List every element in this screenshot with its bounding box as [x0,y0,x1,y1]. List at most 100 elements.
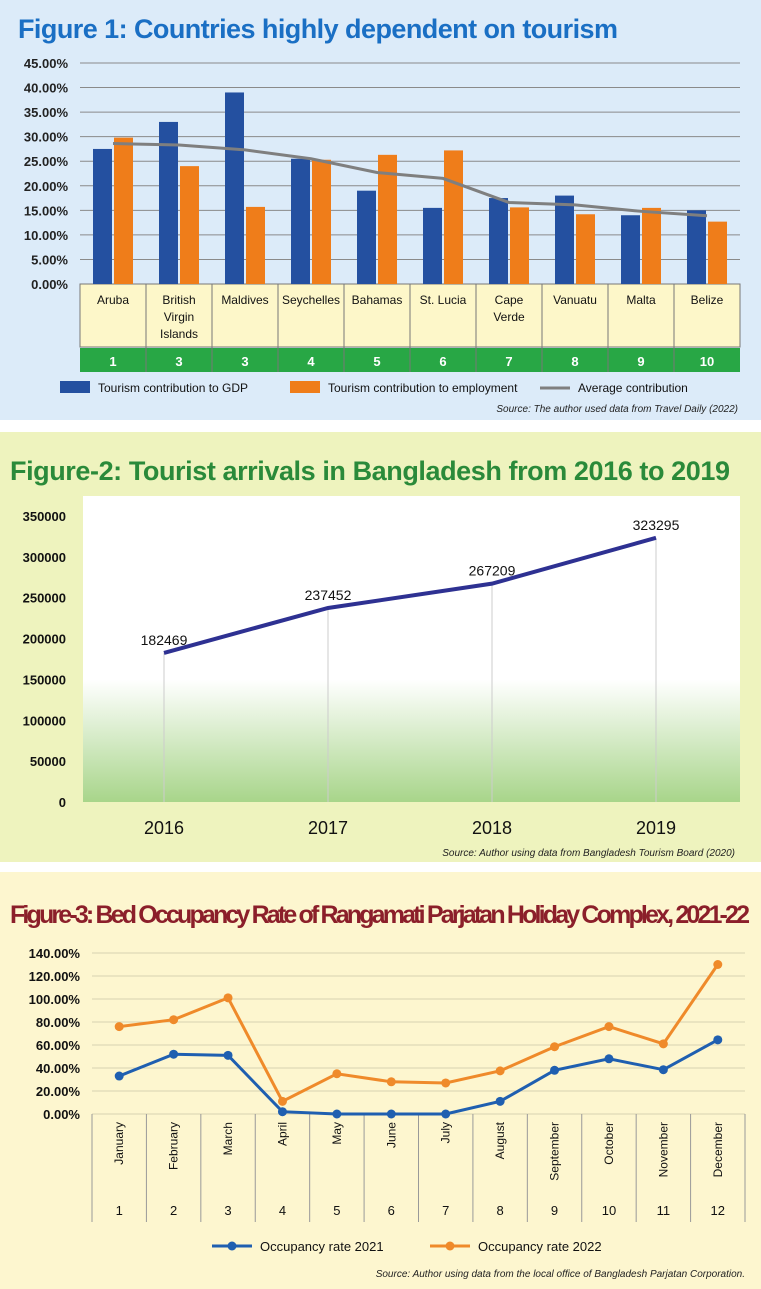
x-category-label: December [711,1122,725,1177]
rank-label: 8 [571,354,578,369]
bar-employment [576,214,595,284]
x-category-label: British [162,293,195,307]
data-point [114,1071,124,1081]
bar-gdp [357,190,376,284]
rank-label: 1 [109,354,116,369]
bar-gdp [621,215,640,284]
x-category-label: Belize [691,293,724,307]
data-point [658,1039,668,1049]
x-category-label: Islands [160,327,198,341]
bar-gdp [423,207,442,284]
bar-gdp [291,158,310,284]
y-tick-label: 50000 [30,754,66,769]
bar-employment [114,137,133,284]
data-label: 267209 [469,563,516,579]
rank-label: 5 [373,354,380,369]
figure3-title: Figure-3: Bed Occupancy Rate of Rangamat… [10,901,750,929]
rank-label: 9 [637,354,644,369]
data-point [277,1107,287,1117]
x-number-label: 12 [711,1203,725,1218]
y-tick-label: 250000 [23,591,66,606]
rank-label: 6 [439,354,446,369]
data-point [223,1050,233,1060]
source-note: Source: Author using data from the local… [376,1269,745,1280]
data-point [550,1065,560,1075]
data-label: 182469 [141,632,188,648]
bar-employment [180,166,199,284]
x-category-label: May [330,1122,344,1145]
y-tick-label: 200000 [23,632,66,647]
legend-label: Tourism contribution to GDP [98,381,248,395]
data-point [277,1096,287,1106]
x-category-label: January [112,1122,126,1165]
data-point [332,1109,342,1119]
y-tick-label: 20.00% [24,179,69,194]
bar-employment [312,159,331,284]
y-tick-label: 100000 [23,713,66,728]
y-tick-label: 80.00% [36,1015,81,1030]
data-point [604,1022,614,1032]
data-label: 323295 [633,517,680,533]
data-point [169,1015,179,1025]
legend-swatch [290,381,320,393]
y-tick-label: 140.00% [29,946,81,961]
legend-marker [227,1241,237,1251]
source-note: Source: The author used data from Travel… [496,404,738,415]
x-number-label: 9 [551,1203,558,1218]
data-point [713,960,723,969]
data-point [114,1022,124,1032]
x-number-label: 11 [657,1203,671,1218]
line-arrivals [163,535,657,655]
y-tick-label: 0.00% [31,277,68,292]
bar-employment [444,150,463,284]
legend-marker [445,1241,455,1251]
x-tick-label: 2016 [144,818,184,838]
x-category-label: Bahamas [352,293,403,307]
y-tick-label: 300000 [23,550,66,565]
legend-label: Tourism contribution to employment [328,381,518,395]
bar-gdp [687,210,706,284]
data-point [169,1049,179,1059]
x-category-label: September [548,1122,562,1181]
x-category-label: Vanuatu [553,293,597,307]
data-point [386,1077,396,1087]
x-number-label: 8 [497,1203,504,1218]
legend-label: Occupancy rate 2022 [478,1239,602,1254]
y-tick-label: 20.00% [36,1084,81,1099]
x-number-label: 6 [388,1203,395,1218]
x-category-label: October [602,1122,616,1165]
data-point [658,1065,668,1075]
rank-label: 7 [505,354,512,369]
data-point [441,1078,451,1088]
x-category-label: March [221,1122,235,1155]
x-category-label: St. Lucia [420,293,467,307]
y-tick-label: 25.00% [24,154,69,169]
x-number-label: 3 [224,1203,231,1218]
data-point [604,1054,614,1064]
x-category-label: November [656,1122,670,1177]
data-point [550,1042,560,1052]
bar-gdp [489,198,508,284]
rank-label: 4 [307,354,315,369]
bar-employment [510,207,529,284]
y-tick-label: 100.00% [29,992,81,1007]
bar-gdp [159,121,178,284]
data-point [386,1109,396,1119]
x-number-label: 4 [279,1203,286,1218]
bar-employment [378,154,397,284]
y-tick-label: 120.00% [29,969,81,984]
x-number-label: 5 [333,1203,340,1218]
rank-label: 3 [241,354,248,369]
data-point [495,1066,505,1076]
y-tick-label: 40.00% [36,1061,81,1076]
y-tick-label: 10.00% [24,228,69,243]
y-tick-label: 60.00% [36,1038,81,1053]
x-tick-label: 2017 [308,818,348,838]
x-category-label: Maldives [221,293,268,307]
x-number-label: 10 [602,1203,616,1218]
legend-swatch [60,381,90,393]
x-number-label: 7 [442,1203,449,1218]
figure1-title: Figure 1: Countries highly dependent on … [18,14,618,44]
y-tick-label: 30.00% [24,130,69,145]
y-tick-label: 0.00% [43,1107,80,1122]
